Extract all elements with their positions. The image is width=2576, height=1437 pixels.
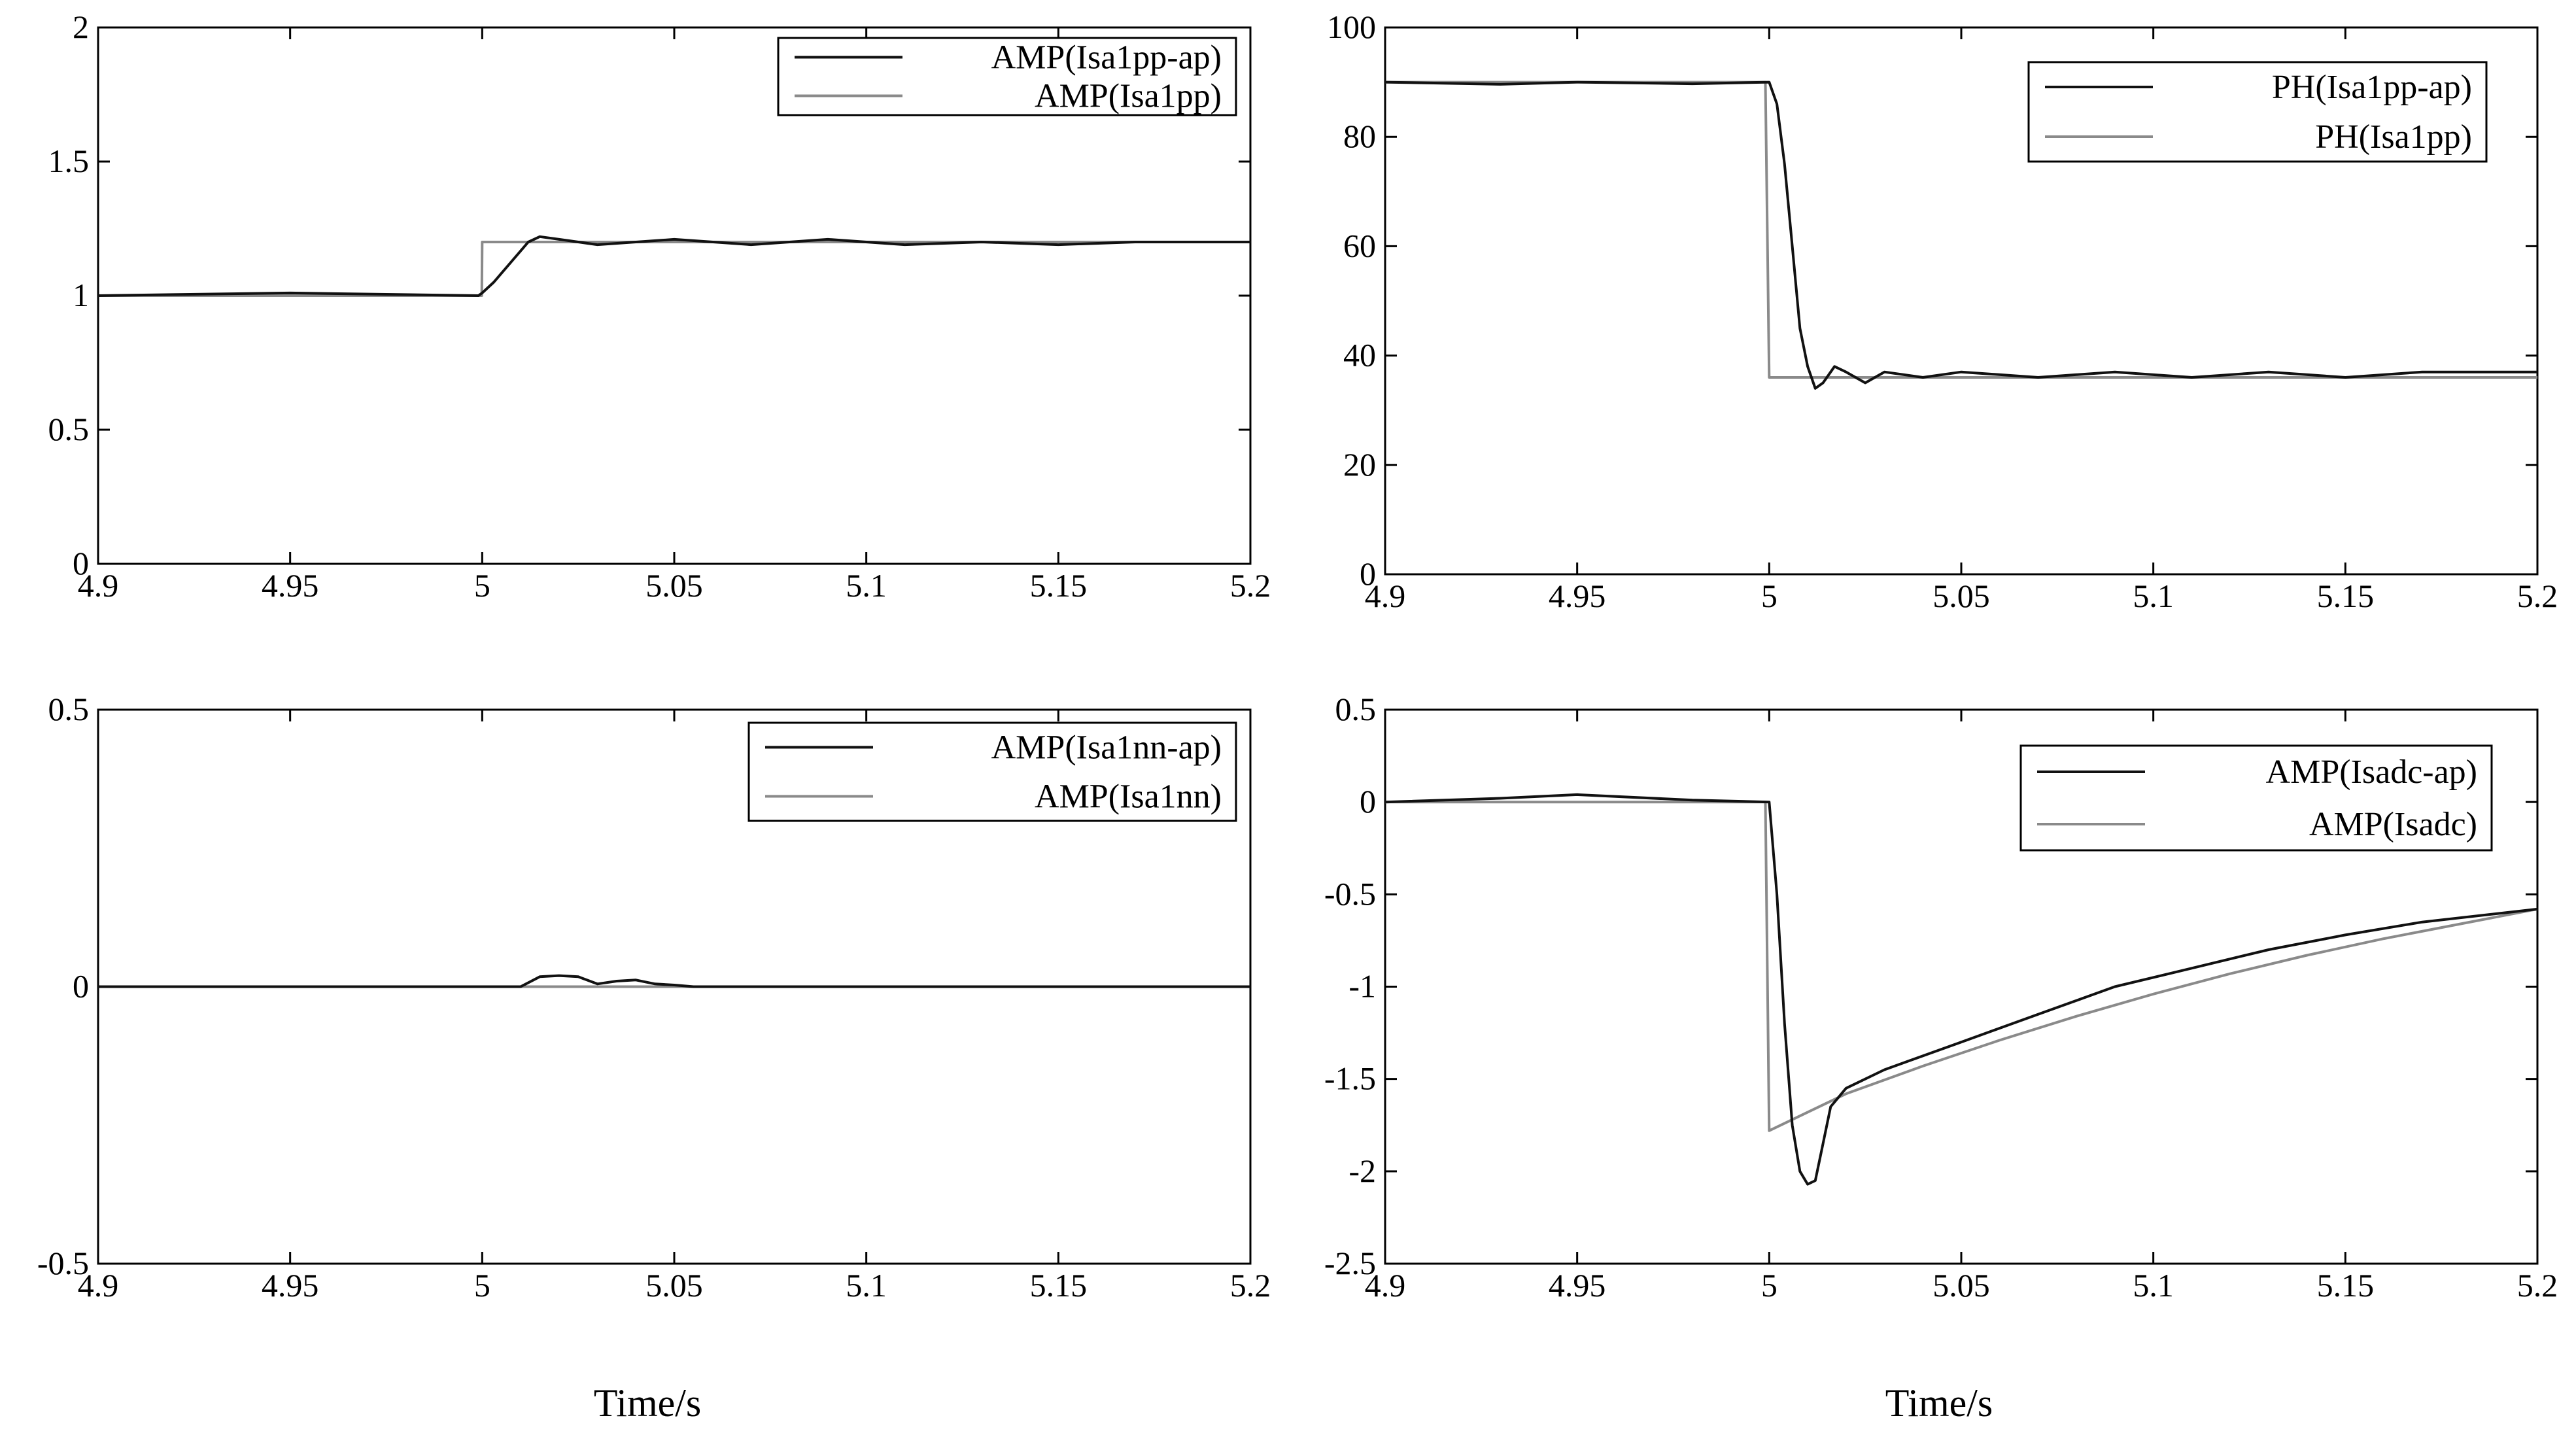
chart-panel-top-left: 4.9 4.95 5 5.05 5.1 5.15 5.2 0 0.5 1 1.5 2 AMP(Isa1p… [48, 9, 1271, 604]
legend-box [2019, 744, 2493, 852]
x-tick-label: 5 [474, 1267, 490, 1304]
x-tick-label: 4.95 [262, 1267, 319, 1304]
x-tick-label: 5.2 [1230, 1267, 1271, 1304]
series-line-amp-isa1nn-ap [98, 974, 1250, 988]
legend-box [2027, 61, 2488, 163]
y-tick-label: 60 [1343, 227, 1376, 264]
x-tick-label: 4.95 [1549, 578, 1606, 614]
legend-label: AMP(Isa1pp-ap) [991, 39, 1222, 77]
x-tick-label: 5.15 [1030, 567, 1088, 604]
legend-label: AMP(Isadc) [2309, 806, 2477, 843]
y-tick-label: 0.5 [1335, 691, 1377, 727]
legend-label: AMP(Isa1pp) [1035, 78, 1222, 115]
legend-box [777, 37, 1237, 116]
legend-label: AMP(Isa1nn) [1035, 778, 1222, 816]
x-tick-label: 5.1 [846, 1267, 887, 1304]
y-tick-label: -2 [1348, 1152, 1376, 1189]
legend-box [747, 721, 1237, 822]
y-tick-label: 80 [1343, 118, 1376, 154]
y-tick-label: 0 [73, 545, 89, 581]
y-tick-label: 20 [1343, 446, 1376, 483]
x-tick-label: 4.95 [262, 567, 319, 604]
x-tick-label: 5.05 [645, 567, 703, 604]
y-tick-label: 1 [73, 277, 89, 313]
x-axis-label-left: Time/s [594, 1381, 702, 1425]
y-tick-label: 0.5 [48, 411, 90, 447]
x-tick-label: 5.05 [1932, 1267, 1990, 1304]
y-tick-label: 0.5 [48, 691, 90, 727]
y-tick-label: 0 [1360, 555, 1376, 592]
legend-label: AMP(Isadc-ap) [2266, 753, 2477, 791]
chart-panel-bottom-left: 4.9 4.95 5 5.05 5.1 5.15 5.2 -0.5 0 0.5 AMP(Isa1nn… [37, 691, 1271, 1304]
y-tick-label: -1 [1348, 968, 1376, 1005]
y-tick-label: -1.5 [1324, 1060, 1376, 1097]
x-tick-label: 5.05 [1932, 578, 1990, 614]
x-tick-label: 5.1 [846, 567, 887, 604]
legend: PH(Isa1pp-ap) PH(Isa1pp) [2027, 61, 2488, 163]
x-tick-label: 4.9 [78, 1267, 119, 1304]
x-tick-label: 5.15 [2317, 578, 2375, 614]
y-tick-label: 0 [73, 968, 89, 1005]
x-tick-label: 5.1 [2133, 1267, 2174, 1304]
legend-label: PH(Isa1pp) [2315, 118, 2472, 156]
x-tick-label: 5.2 [2517, 1267, 2558, 1304]
x-tick-label: 5.2 [2517, 578, 2558, 614]
legend: AMP(Isa1nn-ap) AMP(Isa1nn) [747, 721, 1237, 822]
x-tick-label: 4.9 [1365, 578, 1406, 614]
x-tick-label: 4.9 [1365, 1267, 1406, 1304]
y-tick-label: -2.5 [1324, 1245, 1376, 1281]
series-line-amp-isa1pp-ap [97, 235, 1250, 297]
x-tick-label: 5.05 [645, 1267, 703, 1304]
x-tick-label: 5.15 [2317, 1267, 2375, 1304]
y-tick-label: 2 [73, 9, 89, 45]
x-axis-label-right: Time/s [1885, 1381, 1993, 1425]
y-tick-label: 100 [1327, 9, 1376, 45]
x-tick-label: 5 [1761, 1267, 1777, 1304]
x-tick-label: 5.15 [1030, 1267, 1088, 1304]
legend-label: PH(Isa1pp-ap) [2272, 69, 2472, 106]
legend-label: AMP(Isa1nn-ap) [991, 729, 1222, 767]
x-tick-label: 5 [474, 567, 490, 604]
y-tick-label: -0.5 [37, 1245, 89, 1281]
y-tick-label: -0.5 [1324, 875, 1376, 912]
series-line-amp-isadc-ap [1384, 793, 2538, 1186]
legend: AMP(Isa1pp-ap)AMP(Isa1pp) [777, 37, 1237, 116]
chart-panel-bottom-right: 4.9 4.95 5 5.05 5.1 5.15 5.2 -2.5 -2 -1.5 -1 -0.5 0 0… [1324, 691, 2558, 1304]
y-tick-label: 40 [1343, 337, 1376, 373]
chart-panel-top-right: 4.9 4.95 5 5.05 5.1 5.15 5.2 0 20 40 60 80 100 PH(Isa… [1327, 9, 2558, 614]
x-tick-label: 5.2 [1230, 567, 1271, 604]
x-tick-label: 4.95 [1549, 1267, 1606, 1304]
x-tick-label: 5.1 [2133, 578, 2174, 614]
series-line-ph-isa1pp-ap [1384, 80, 2537, 390]
y-tick-label: 1.5 [48, 143, 90, 179]
legend: AMP(Isadc-ap) AMP(Isadc) [2019, 744, 2493, 852]
x-tick-label: 4.9 [78, 567, 119, 604]
y-tick-label: 0 [1360, 783, 1376, 820]
series-line-amp-isa1pp [98, 241, 1250, 297]
series-line-amp-isadc [1385, 801, 2538, 1132]
x-tick-label: 5 [1761, 578, 1777, 614]
